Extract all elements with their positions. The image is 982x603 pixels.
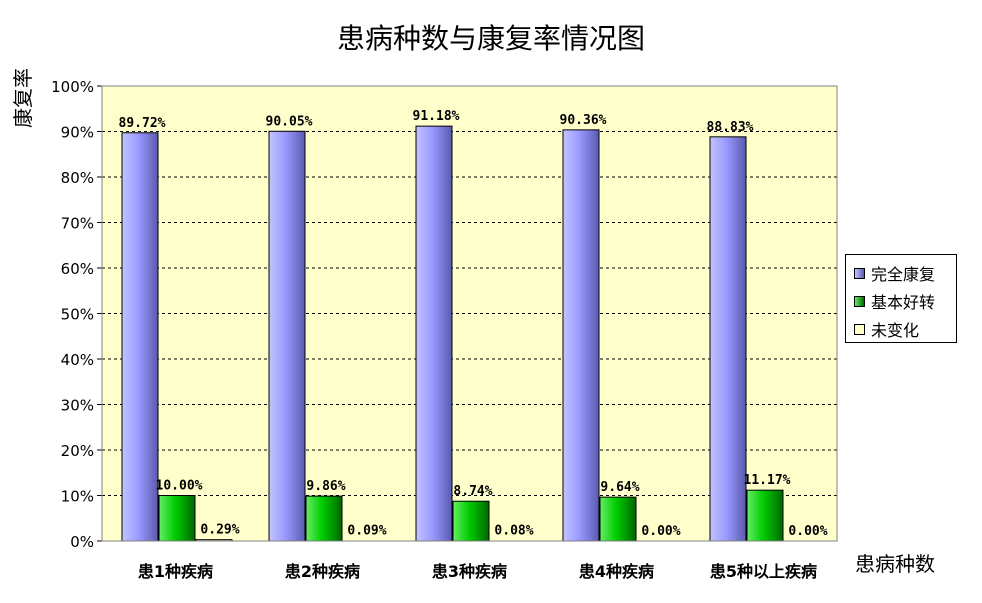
data-label: 89.72% — [119, 116, 166, 131]
x-category-label: 患2种疾病 — [285, 562, 360, 581]
legend-label-basic-improvement: 基本好转 — [871, 293, 936, 312]
x-category-label: 患3种疾病 — [432, 562, 507, 581]
y-tick-label: 10% — [61, 488, 94, 506]
y-tick-label: 100% — [51, 78, 94, 96]
data-label: 0.09% — [347, 524, 386, 539]
legend-swatch-no-change — [854, 323, 865, 335]
legend-swatch-basic-improvement — [854, 295, 865, 307]
data-label: 0.00% — [641, 524, 680, 539]
x-category-label: 患1种疾病 — [138, 562, 213, 581]
data-label: 0.29% — [200, 523, 239, 538]
bar-basic-improvement — [305, 495, 343, 542]
bar-full-recovery — [709, 136, 747, 542]
plot-border — [101, 85, 838, 542]
data-label: 0.08% — [494, 524, 533, 539]
legend-item-full-recovery: 完全康复 — [854, 259, 956, 287]
bar-basic-improvement — [599, 496, 637, 542]
bars — [121, 125, 820, 542]
legend-item-basic-improvement: 基本好转 — [854, 287, 956, 315]
bar-full-recovery — [415, 125, 453, 542]
data-label: 11.17% — [744, 473, 791, 488]
y-tick-label: 40% — [61, 351, 94, 369]
data-label: 10.00% — [156, 479, 203, 494]
data-label: 9.86% — [306, 479, 345, 494]
data-label: 0.00% — [788, 524, 827, 539]
bar-basic-improvement — [452, 500, 490, 542]
data-labels: 89.72% 10.00% 0.29% 90.05% 9.86% 0.09% 91.18% 8… — [119, 109, 828, 539]
x-category-label: 患5种以上疾病 — [710, 562, 817, 581]
x-categories: 患1种疾病 患2种疾病 患3种疾病 患4种疾病 患5种以上疾病 — [138, 562, 817, 581]
y-tick-label: 0% — [70, 533, 94, 551]
bar-basic-improvement — [746, 489, 784, 542]
legend-label-full-recovery: 完全康复 — [871, 265, 936, 284]
data-label: 90.36% — [560, 113, 607, 128]
y-tick-label: 50% — [61, 306, 94, 324]
data-label: 91.18% — [413, 109, 460, 124]
y-tick-label: 90% — [61, 124, 94, 142]
data-label: 8.74% — [453, 484, 492, 499]
y-tick-label: 20% — [61, 442, 94, 460]
y-axis-label: 康复率 — [11, 68, 35, 128]
x-axis-label: 患病种数 — [855, 552, 935, 576]
chart-title: 患病种数与康复率情况图 — [337, 22, 645, 55]
legend: 完全康复 基本好转 未变化 — [845, 254, 957, 343]
y-tick-label: 30% — [61, 397, 94, 415]
bar-basic-improvement — [158, 495, 196, 542]
x-category-label: 患4种疾病 — [579, 562, 654, 581]
bar-full-recovery — [121, 132, 159, 542]
bar-full-recovery — [562, 129, 600, 542]
bar-full-recovery — [268, 130, 306, 542]
data-label: 9.64% — [600, 480, 639, 495]
y-tick-label: 70% — [61, 215, 94, 233]
data-label: 90.05% — [266, 114, 313, 129]
y-tick-label: 80% — [61, 169, 94, 187]
legend-label-no-change: 未变化 — [871, 321, 920, 340]
y-tick-label: 60% — [61, 260, 94, 278]
legend-swatch-full-recovery — [854, 267, 865, 279]
legend-item-no-change: 未变化 — [854, 315, 956, 343]
y-ticks: 0% 10% 20% 30% 40% 50% 60% 70% 80% 90% 100% — [51, 78, 102, 551]
data-label: 88.83% — [707, 120, 754, 135]
